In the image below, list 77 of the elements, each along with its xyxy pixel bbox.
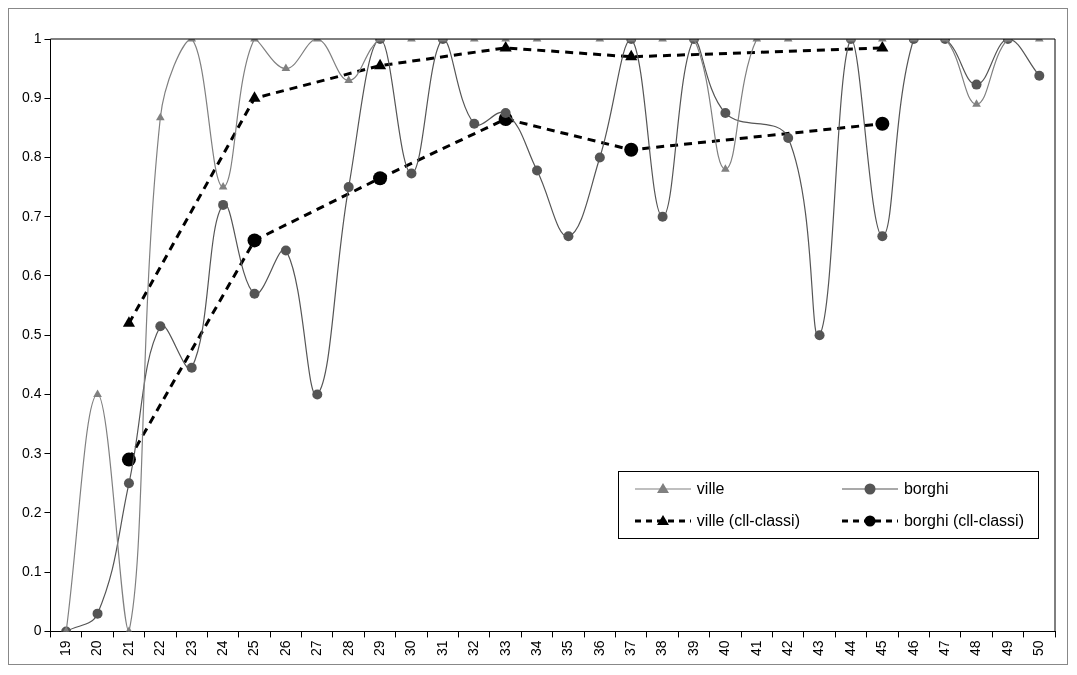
- point: [155, 321, 166, 332]
- y-tick-label: 0.2: [21, 503, 42, 520]
- x-tick-label: 47: [935, 640, 952, 657]
- point: [186, 362, 197, 373]
- point: [121, 452, 136, 467]
- x-tick-label: 26: [276, 640, 293, 657]
- point: [563, 231, 574, 242]
- point: [720, 108, 731, 119]
- x-tick-label: 28: [339, 640, 356, 657]
- x-tick-label: 35: [559, 640, 576, 657]
- point: [123, 478, 134, 489]
- x-tick-label: 31: [433, 640, 450, 657]
- point: [93, 389, 102, 397]
- y-tick-label: 0.9: [21, 89, 42, 106]
- legend-label: borghi (cll-classi): [903, 512, 1024, 530]
- y-tick-label: 0.1: [21, 563, 42, 580]
- y-tick-label: 0.5: [21, 326, 42, 343]
- x-tick-label: 24: [213, 640, 230, 657]
- x-tick-label: 21: [119, 640, 136, 657]
- y-tick-label: 0.8: [21, 148, 42, 165]
- point: [280, 245, 291, 256]
- point: [594, 152, 605, 163]
- point: [500, 108, 511, 119]
- y-tick-label: 0.7: [21, 207, 42, 224]
- point: [877, 231, 888, 242]
- point: [249, 288, 260, 299]
- point: [406, 168, 417, 179]
- x-tick-label: 39: [684, 640, 701, 657]
- point: [218, 182, 228, 190]
- legend-label: ville (cll-classi): [696, 512, 800, 530]
- x-tick-label: 36: [590, 640, 607, 657]
- x-tick-label: 23: [182, 640, 199, 657]
- point: [532, 165, 543, 176]
- x-tick-label: 30: [402, 640, 419, 657]
- point: [312, 389, 323, 400]
- y-tick-label: 0.6: [21, 266, 42, 283]
- point: [247, 233, 262, 248]
- y-tick-label: 0.4: [21, 385, 42, 402]
- x-tick-label: 44: [841, 640, 858, 657]
- x-tick-label: 19: [57, 640, 74, 657]
- point: [469, 118, 480, 129]
- point: [624, 142, 639, 157]
- x-tick-label: 40: [716, 640, 733, 657]
- x-tick-label: 34: [527, 640, 544, 657]
- point: [373, 171, 388, 186]
- y-tick-label: 0.3: [21, 444, 42, 461]
- x-tick-label: 20: [88, 640, 105, 657]
- point: [875, 116, 890, 131]
- point: [971, 79, 982, 90]
- x-tick-label: 48: [967, 640, 984, 657]
- point: [343, 182, 354, 193]
- point: [814, 330, 825, 341]
- point: [218, 199, 229, 210]
- x-tick-label: 37: [622, 640, 639, 657]
- x-tick-label: 38: [653, 640, 670, 657]
- point: [657, 211, 668, 222]
- x-tick-label: 29: [370, 640, 387, 657]
- point: [1034, 70, 1045, 81]
- x-tick-label: 22: [151, 640, 168, 657]
- legend-label: ville: [696, 480, 725, 498]
- x-tick-label: 33: [496, 640, 513, 657]
- point: [721, 164, 730, 172]
- x-tick-label: 46: [904, 640, 921, 657]
- x-tick-label: 45: [873, 640, 890, 657]
- x-tick-label: 50: [1030, 640, 1047, 657]
- x-tick-label: 42: [779, 640, 796, 657]
- x-tick-label: 41: [747, 640, 764, 657]
- x-tick-label: 43: [810, 640, 827, 657]
- x-tick-label: 49: [998, 640, 1015, 657]
- point: [122, 316, 135, 327]
- x-tick-label: 25: [245, 640, 262, 657]
- y-tick-label: 0: [33, 622, 42, 639]
- legend-label: borghi: [903, 480, 949, 498]
- y-tick-label: 1: [33, 29, 42, 46]
- x-tick-label: 27: [308, 640, 325, 657]
- x-tick-label: 32: [465, 640, 482, 657]
- point: [783, 132, 794, 143]
